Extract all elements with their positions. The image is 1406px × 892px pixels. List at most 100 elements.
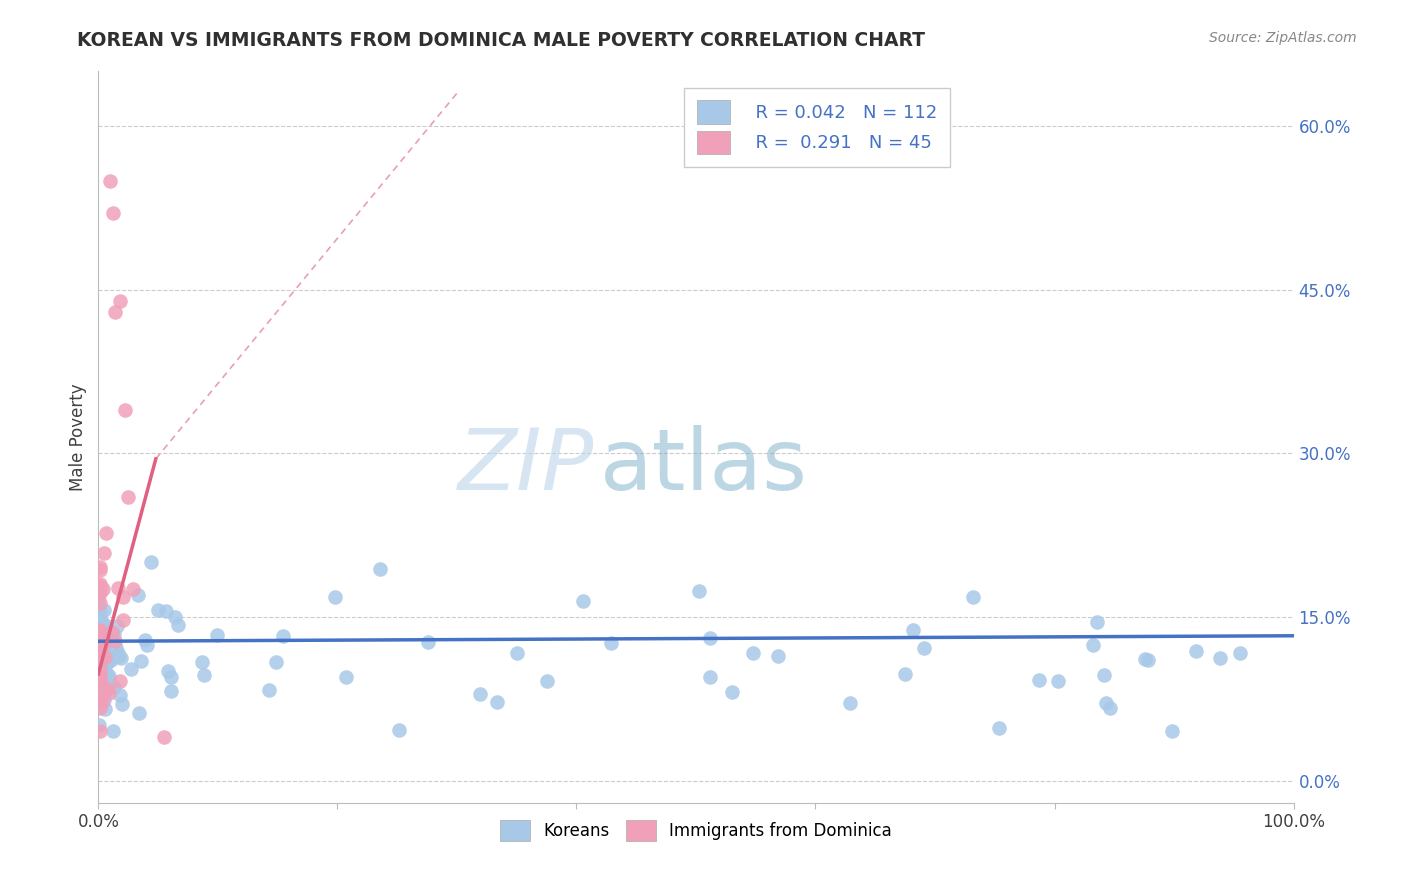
Point bbox=[103, 627, 125, 641]
Point bbox=[264, 655, 287, 669]
Point bbox=[193, 667, 215, 681]
Text: KOREAN VS IMMIGRANTS FROM DOMINICA MALE POVERTY CORRELATION CHART: KOREAN VS IMMIGRANTS FROM DOMINICA MALE … bbox=[77, 31, 925, 50]
Point bbox=[89, 662, 111, 676]
Point bbox=[100, 650, 122, 665]
Point bbox=[1161, 723, 1184, 738]
Point bbox=[89, 679, 111, 693]
Point bbox=[105, 619, 128, 633]
Point bbox=[100, 653, 122, 667]
Point bbox=[120, 662, 142, 676]
Point bbox=[87, 662, 110, 676]
Point bbox=[94, 657, 117, 671]
Point bbox=[87, 640, 110, 655]
Point bbox=[89, 585, 111, 599]
Point bbox=[101, 624, 124, 639]
Point bbox=[89, 623, 111, 637]
Point bbox=[388, 723, 411, 738]
Point bbox=[89, 577, 111, 591]
Point bbox=[94, 618, 117, 632]
Point bbox=[87, 632, 110, 647]
Point bbox=[87, 657, 110, 671]
Point bbox=[160, 684, 183, 698]
Point bbox=[893, 666, 915, 681]
Point bbox=[89, 644, 111, 658]
Point bbox=[1229, 646, 1251, 660]
Point bbox=[96, 668, 118, 682]
Point bbox=[91, 615, 114, 629]
Point bbox=[89, 607, 111, 621]
Point bbox=[93, 546, 115, 560]
Point bbox=[94, 702, 117, 716]
Point bbox=[136, 638, 159, 652]
Point bbox=[742, 646, 765, 660]
Point bbox=[89, 560, 111, 574]
Point bbox=[98, 629, 121, 643]
Point bbox=[112, 590, 135, 604]
Point bbox=[572, 594, 595, 608]
Point bbox=[89, 701, 111, 715]
Point bbox=[90, 690, 112, 704]
Point bbox=[139, 555, 162, 569]
Point bbox=[1094, 696, 1116, 710]
Point bbox=[89, 624, 111, 638]
Point bbox=[94, 649, 117, 664]
Point bbox=[104, 634, 127, 648]
Point bbox=[89, 631, 111, 645]
Point bbox=[89, 669, 111, 683]
Point bbox=[506, 646, 529, 660]
Point bbox=[101, 206, 124, 220]
Point bbox=[89, 665, 111, 679]
Text: Source: ZipAtlas.com: Source: ZipAtlas.com bbox=[1209, 31, 1357, 45]
Point bbox=[486, 695, 509, 709]
Point bbox=[323, 590, 346, 604]
Point bbox=[91, 636, 114, 650]
Point bbox=[1184, 644, 1206, 658]
Point bbox=[108, 293, 131, 308]
Point bbox=[157, 665, 180, 679]
Point bbox=[93, 603, 115, 617]
Point bbox=[89, 563, 111, 577]
Point bbox=[87, 629, 110, 643]
Text: atlas: atlas bbox=[600, 425, 808, 508]
Point bbox=[96, 677, 118, 691]
Point bbox=[96, 681, 118, 696]
Point bbox=[205, 628, 228, 642]
Point bbox=[89, 668, 111, 682]
Point bbox=[90, 672, 112, 686]
Point bbox=[271, 629, 294, 643]
Point bbox=[87, 640, 110, 654]
Point bbox=[1092, 667, 1115, 681]
Point bbox=[87, 638, 110, 652]
Point bbox=[1137, 653, 1160, 667]
Point bbox=[87, 600, 110, 615]
Point bbox=[89, 684, 111, 698]
Point bbox=[108, 649, 131, 664]
Point bbox=[1028, 673, 1050, 687]
Point bbox=[89, 623, 111, 637]
Point bbox=[111, 698, 134, 712]
Point bbox=[98, 673, 121, 688]
Point bbox=[96, 526, 118, 541]
Point bbox=[104, 304, 127, 318]
Point bbox=[1081, 638, 1104, 652]
Point bbox=[89, 596, 111, 610]
Point bbox=[114, 402, 136, 417]
Point bbox=[912, 640, 935, 655]
Point bbox=[87, 638, 110, 652]
Point bbox=[160, 670, 183, 684]
Text: ZIP: ZIP bbox=[458, 425, 595, 508]
Point bbox=[688, 583, 710, 598]
Point bbox=[148, 603, 170, 617]
Point bbox=[468, 687, 491, 701]
Point bbox=[1133, 651, 1156, 665]
Point bbox=[98, 632, 121, 646]
Point bbox=[91, 582, 114, 597]
Point bbox=[110, 688, 132, 702]
Point bbox=[89, 579, 111, 593]
Point bbox=[89, 636, 111, 650]
Point bbox=[110, 674, 132, 689]
Point bbox=[1099, 700, 1122, 714]
Point bbox=[127, 588, 149, 602]
Point bbox=[988, 721, 1011, 735]
Point bbox=[87, 627, 110, 641]
